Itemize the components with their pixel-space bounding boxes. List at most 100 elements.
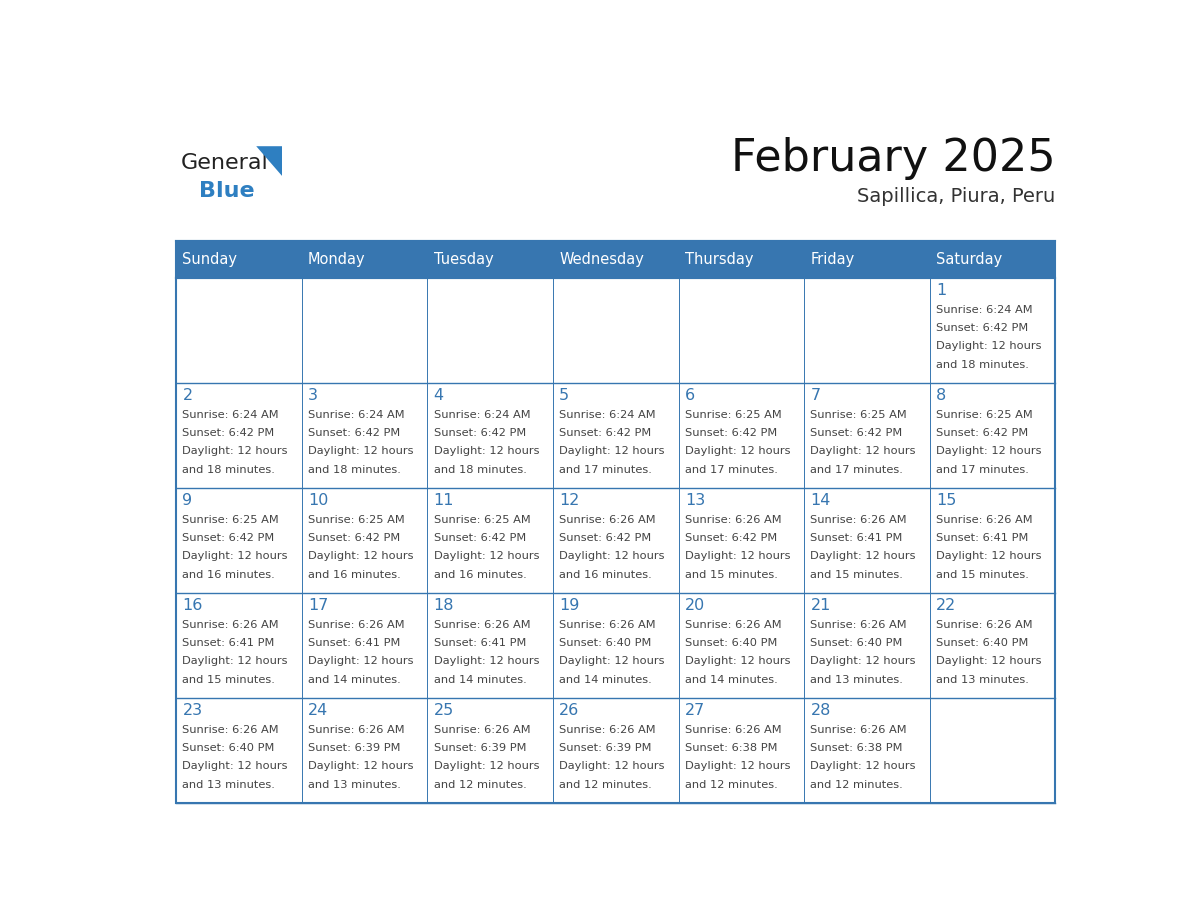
Text: Sunrise: 6:26 AM: Sunrise: 6:26 AM bbox=[560, 515, 656, 524]
Text: Daylight: 12 hours: Daylight: 12 hours bbox=[936, 341, 1042, 352]
Text: Daylight: 12 hours: Daylight: 12 hours bbox=[560, 761, 665, 771]
Text: Sunset: 6:38 PM: Sunset: 6:38 PM bbox=[684, 743, 777, 753]
Bar bbox=[428, 277, 552, 383]
Text: 13: 13 bbox=[684, 493, 706, 508]
Text: Sunset: 6:42 PM: Sunset: 6:42 PM bbox=[936, 428, 1029, 438]
Text: Sunrise: 6:26 AM: Sunrise: 6:26 AM bbox=[434, 724, 530, 734]
Text: 20: 20 bbox=[684, 598, 706, 612]
Text: and 12 minutes.: and 12 minutes. bbox=[560, 779, 652, 789]
Text: Sunset: 6:40 PM: Sunset: 6:40 PM bbox=[684, 638, 777, 648]
Text: and 15 minutes.: and 15 minutes. bbox=[183, 675, 276, 685]
Text: 4: 4 bbox=[434, 387, 444, 403]
Bar bbox=[176, 241, 1055, 803]
Text: and 12 minutes.: and 12 minutes. bbox=[434, 779, 526, 789]
Text: and 16 minutes.: and 16 minutes. bbox=[308, 570, 400, 580]
Text: 12: 12 bbox=[560, 493, 580, 508]
Text: Sunrise: 6:26 AM: Sunrise: 6:26 AM bbox=[308, 724, 405, 734]
Text: Sunrise: 6:25 AM: Sunrise: 6:25 AM bbox=[308, 515, 405, 524]
Text: 25: 25 bbox=[434, 703, 454, 718]
Text: 27: 27 bbox=[684, 703, 706, 718]
Text: and 15 minutes.: and 15 minutes. bbox=[936, 570, 1029, 580]
Text: Tuesday: Tuesday bbox=[434, 252, 493, 267]
Text: Sunset: 6:39 PM: Sunset: 6:39 PM bbox=[434, 743, 526, 753]
Bar bbox=[302, 241, 428, 277]
Text: 24: 24 bbox=[308, 703, 328, 718]
Text: Sunrise: 6:26 AM: Sunrise: 6:26 AM bbox=[308, 620, 405, 630]
Text: Sunset: 6:42 PM: Sunset: 6:42 PM bbox=[308, 428, 400, 438]
Bar bbox=[678, 698, 804, 803]
Text: Sunset: 6:41 PM: Sunset: 6:41 PM bbox=[308, 638, 400, 648]
Text: Daylight: 12 hours: Daylight: 12 hours bbox=[684, 761, 790, 771]
Bar bbox=[804, 277, 930, 383]
Bar bbox=[930, 593, 1055, 698]
Text: Sunrise: 6:26 AM: Sunrise: 6:26 AM bbox=[183, 620, 279, 630]
Text: 1: 1 bbox=[936, 283, 947, 297]
Text: Daylight: 12 hours: Daylight: 12 hours bbox=[560, 446, 665, 456]
Text: Blue: Blue bbox=[200, 181, 254, 201]
Text: 2: 2 bbox=[183, 387, 192, 403]
Text: Sunrise: 6:26 AM: Sunrise: 6:26 AM bbox=[684, 515, 782, 524]
Bar bbox=[176, 277, 302, 383]
Text: Daylight: 12 hours: Daylight: 12 hours bbox=[183, 656, 287, 666]
Text: Sunset: 6:41 PM: Sunset: 6:41 PM bbox=[810, 533, 903, 543]
Text: Daylight: 12 hours: Daylight: 12 hours bbox=[936, 446, 1042, 456]
Text: Sunrise: 6:25 AM: Sunrise: 6:25 AM bbox=[936, 409, 1032, 420]
Text: and 17 minutes.: and 17 minutes. bbox=[560, 465, 652, 475]
Text: 10: 10 bbox=[308, 493, 328, 508]
Text: Daylight: 12 hours: Daylight: 12 hours bbox=[434, 656, 539, 666]
Text: Wednesday: Wednesday bbox=[560, 252, 644, 267]
Text: Sunset: 6:42 PM: Sunset: 6:42 PM bbox=[560, 428, 651, 438]
Text: Daylight: 12 hours: Daylight: 12 hours bbox=[684, 446, 790, 456]
Text: Sunset: 6:40 PM: Sunset: 6:40 PM bbox=[936, 638, 1029, 648]
Text: Daylight: 12 hours: Daylight: 12 hours bbox=[434, 552, 539, 562]
Text: Sunset: 6:41 PM: Sunset: 6:41 PM bbox=[183, 638, 274, 648]
Text: Sunset: 6:40 PM: Sunset: 6:40 PM bbox=[560, 638, 651, 648]
Bar bbox=[552, 487, 678, 593]
Text: Daylight: 12 hours: Daylight: 12 hours bbox=[936, 656, 1042, 666]
Text: Sunset: 6:42 PM: Sunset: 6:42 PM bbox=[183, 533, 274, 543]
Text: 16: 16 bbox=[183, 598, 203, 612]
Bar bbox=[428, 698, 552, 803]
Text: Sunrise: 6:26 AM: Sunrise: 6:26 AM bbox=[810, 515, 908, 524]
Bar bbox=[930, 241, 1055, 277]
Text: Sunday: Sunday bbox=[183, 252, 238, 267]
Text: General: General bbox=[181, 152, 268, 173]
Text: and 13 minutes.: and 13 minutes. bbox=[183, 779, 276, 789]
Text: Sunrise: 6:26 AM: Sunrise: 6:26 AM bbox=[560, 724, 656, 734]
Text: Daylight: 12 hours: Daylight: 12 hours bbox=[810, 552, 916, 562]
Text: 14: 14 bbox=[810, 493, 830, 508]
Bar bbox=[302, 593, 428, 698]
Text: Sunrise: 6:26 AM: Sunrise: 6:26 AM bbox=[810, 724, 908, 734]
Bar bbox=[678, 383, 804, 487]
Text: Sunset: 6:42 PM: Sunset: 6:42 PM bbox=[308, 533, 400, 543]
Text: and 14 minutes.: and 14 minutes. bbox=[308, 675, 400, 685]
Text: and 12 minutes.: and 12 minutes. bbox=[684, 779, 778, 789]
Text: and 17 minutes.: and 17 minutes. bbox=[936, 465, 1029, 475]
Text: Sunset: 6:39 PM: Sunset: 6:39 PM bbox=[560, 743, 652, 753]
Text: Friday: Friday bbox=[810, 252, 854, 267]
Bar bbox=[302, 277, 428, 383]
Bar bbox=[552, 241, 678, 277]
Text: Sunrise: 6:26 AM: Sunrise: 6:26 AM bbox=[434, 620, 530, 630]
Text: 17: 17 bbox=[308, 598, 328, 612]
Text: Sunset: 6:42 PM: Sunset: 6:42 PM bbox=[810, 428, 903, 438]
Text: Sunset: 6:42 PM: Sunset: 6:42 PM bbox=[684, 533, 777, 543]
Text: Sunset: 6:42 PM: Sunset: 6:42 PM bbox=[684, 428, 777, 438]
Text: 3: 3 bbox=[308, 387, 318, 403]
Text: 15: 15 bbox=[936, 493, 956, 508]
Text: Sunrise: 6:26 AM: Sunrise: 6:26 AM bbox=[684, 620, 782, 630]
Text: Saturday: Saturday bbox=[936, 252, 1003, 267]
Text: Sunrise: 6:24 AM: Sunrise: 6:24 AM bbox=[936, 305, 1032, 315]
Text: and 13 minutes.: and 13 minutes. bbox=[308, 779, 400, 789]
Text: Daylight: 12 hours: Daylight: 12 hours bbox=[560, 552, 665, 562]
Text: and 14 minutes.: and 14 minutes. bbox=[434, 675, 526, 685]
Text: Sunrise: 6:26 AM: Sunrise: 6:26 AM bbox=[936, 620, 1032, 630]
Text: Daylight: 12 hours: Daylight: 12 hours bbox=[308, 761, 413, 771]
Text: and 18 minutes.: and 18 minutes. bbox=[183, 465, 276, 475]
Bar bbox=[428, 593, 552, 698]
Bar bbox=[176, 593, 302, 698]
Text: Sapillica, Piura, Peru: Sapillica, Piura, Peru bbox=[857, 186, 1055, 206]
Bar bbox=[176, 241, 302, 277]
Bar bbox=[176, 383, 302, 487]
Text: Monday: Monday bbox=[308, 252, 366, 267]
